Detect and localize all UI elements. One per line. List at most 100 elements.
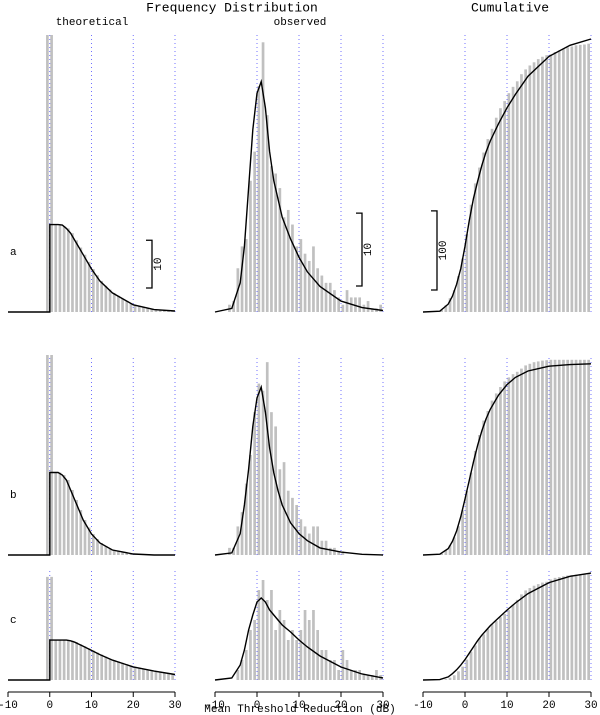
x-tick-label: 0	[462, 700, 469, 712]
bar	[358, 670, 361, 680]
bar	[473, 183, 477, 312]
bar	[341, 650, 345, 680]
bar	[240, 246, 244, 312]
x-tick-label: 30	[584, 700, 597, 712]
bar	[511, 86, 515, 313]
bar	[257, 590, 261, 680]
bar	[337, 551, 340, 555]
bar	[499, 108, 502, 312]
scale-bar-label: 10	[153, 258, 165, 271]
bar	[503, 614, 506, 680]
bar	[278, 469, 282, 555]
bar	[270, 166, 273, 312]
bar	[448, 298, 452, 312]
bar	[486, 411, 490, 555]
bar	[100, 654, 104, 680]
bar	[444, 679, 448, 680]
bar	[583, 359, 586, 555]
bar	[282, 620, 286, 680]
bar	[574, 359, 578, 555]
bar	[366, 675, 370, 680]
bar	[96, 539, 99, 555]
bar	[83, 520, 87, 555]
x-tick-label: -10	[413, 700, 433, 712]
bar	[62, 640, 66, 680]
bar	[83, 646, 87, 680]
bar	[320, 650, 324, 680]
bar	[461, 258, 464, 312]
column-label: Cumulative	[471, 0, 549, 15]
bar	[66, 480, 70, 555]
bar	[50, 355, 53, 555]
bar	[312, 610, 315, 680]
bar	[337, 670, 340, 680]
bar	[71, 640, 74, 680]
bar	[469, 651, 473, 680]
bar	[444, 550, 448, 555]
bar	[265, 600, 269, 680]
bar	[137, 667, 141, 680]
bar	[108, 289, 112, 312]
row-label: a	[10, 247, 17, 259]
fit-curve	[214, 597, 384, 681]
bar	[358, 297, 361, 312]
bar	[469, 472, 473, 555]
bar	[87, 527, 91, 555]
bar	[473, 451, 477, 555]
x-tick-label: 20	[127, 700, 140, 712]
bar	[58, 224, 62, 312]
x-tick-label: 10	[292, 700, 305, 712]
bar	[295, 640, 298, 680]
bar	[545, 581, 548, 680]
bar	[583, 573, 586, 680]
bar	[133, 666, 137, 680]
x-tick-label: 20	[334, 700, 347, 712]
bar	[112, 292, 116, 312]
bar	[261, 42, 265, 312]
bar	[486, 139, 490, 312]
bar	[270, 412, 273, 555]
bar	[92, 534, 95, 555]
bar	[253, 151, 256, 312]
bar	[58, 472, 62, 555]
bar	[282, 217, 286, 312]
bar	[549, 579, 553, 680]
bar	[578, 574, 582, 680]
bar	[507, 93, 511, 312]
bar	[324, 282, 328, 312]
bar	[299, 239, 303, 312]
bar	[274, 173, 277, 312]
bar	[117, 551, 120, 555]
bar	[587, 359, 590, 555]
fit-curve	[8, 471, 175, 556]
bar	[108, 548, 112, 555]
bar	[507, 377, 511, 555]
bar	[112, 550, 116, 555]
bar	[574, 45, 578, 312]
bar	[150, 670, 154, 680]
bar	[545, 55, 548, 312]
bar	[562, 359, 565, 555]
bar	[549, 359, 553, 555]
bar	[257, 383, 261, 555]
bar	[71, 490, 74, 555]
bar	[253, 620, 256, 680]
column-label: observed	[274, 17, 327, 29]
row-label: b	[10, 490, 17, 502]
bar	[240, 512, 244, 555]
bar	[274, 426, 277, 555]
bar	[341, 551, 345, 555]
row-label: c	[10, 615, 17, 627]
bar	[541, 360, 544, 555]
bar	[162, 672, 166, 680]
bar	[499, 617, 502, 680]
bar	[528, 65, 532, 312]
bar	[478, 435, 481, 555]
bar	[286, 490, 290, 555]
bar	[96, 652, 99, 680]
bar	[257, 86, 261, 313]
bar	[482, 420, 485, 555]
bar	[532, 62, 536, 312]
bar	[452, 537, 456, 555]
figure-title: Frequency Distribution	[146, 0, 318, 15]
